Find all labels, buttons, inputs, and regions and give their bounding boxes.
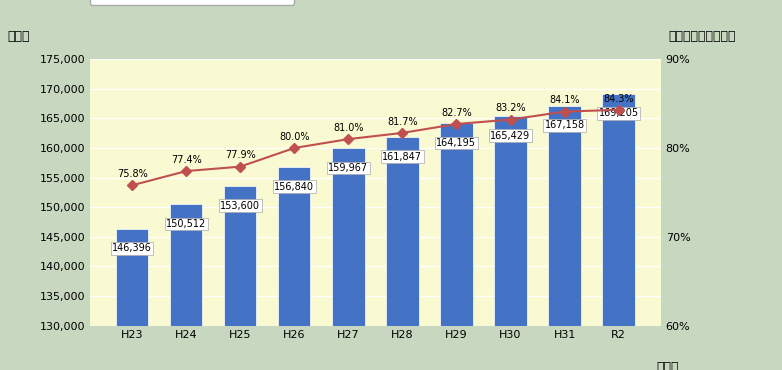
Bar — [278, 167, 310, 370]
Text: 159,967: 159,967 — [328, 163, 368, 173]
Text: 153,600: 153,600 — [221, 201, 260, 211]
Text: 146,396: 146,396 — [112, 243, 152, 253]
Bar — [116, 229, 149, 370]
Text: 156,840: 156,840 — [274, 182, 314, 192]
Text: 164,195: 164,195 — [436, 138, 476, 148]
Text: 81.7%: 81.7% — [387, 117, 418, 127]
Text: 活動カバー率（％）: 活動カバー率（％） — [669, 30, 736, 43]
Bar — [224, 186, 256, 370]
Bar — [548, 105, 581, 370]
Text: 83.2%: 83.2% — [495, 103, 526, 113]
Bar — [170, 204, 203, 370]
Text: 84.1%: 84.1% — [549, 95, 579, 105]
Text: 組織数: 組織数 — [8, 30, 30, 43]
Text: 167,158: 167,158 — [544, 120, 585, 130]
Text: 75.8%: 75.8% — [117, 169, 148, 179]
Text: 82.7%: 82.7% — [441, 108, 472, 118]
Legend: 組織数, 組織による活動カバー率（％）: 組織数, 組織による活動カバー率（％） — [90, 0, 294, 5]
Text: 77.9%: 77.9% — [225, 151, 256, 161]
Text: 77.4%: 77.4% — [170, 155, 202, 165]
Text: 81.0%: 81.0% — [333, 123, 364, 133]
Bar — [386, 137, 418, 370]
Text: 80.0%: 80.0% — [279, 132, 310, 142]
Bar — [440, 123, 472, 370]
Bar — [494, 116, 527, 370]
Text: 150,512: 150,512 — [166, 219, 206, 229]
Text: 169,205: 169,205 — [598, 108, 639, 118]
Text: 161,847: 161,847 — [382, 152, 422, 162]
Text: （年）: （年） — [656, 361, 679, 370]
Text: 165,429: 165,429 — [490, 131, 530, 141]
Bar — [332, 148, 364, 370]
Text: 84.3%: 84.3% — [604, 94, 634, 104]
Bar — [602, 94, 635, 370]
